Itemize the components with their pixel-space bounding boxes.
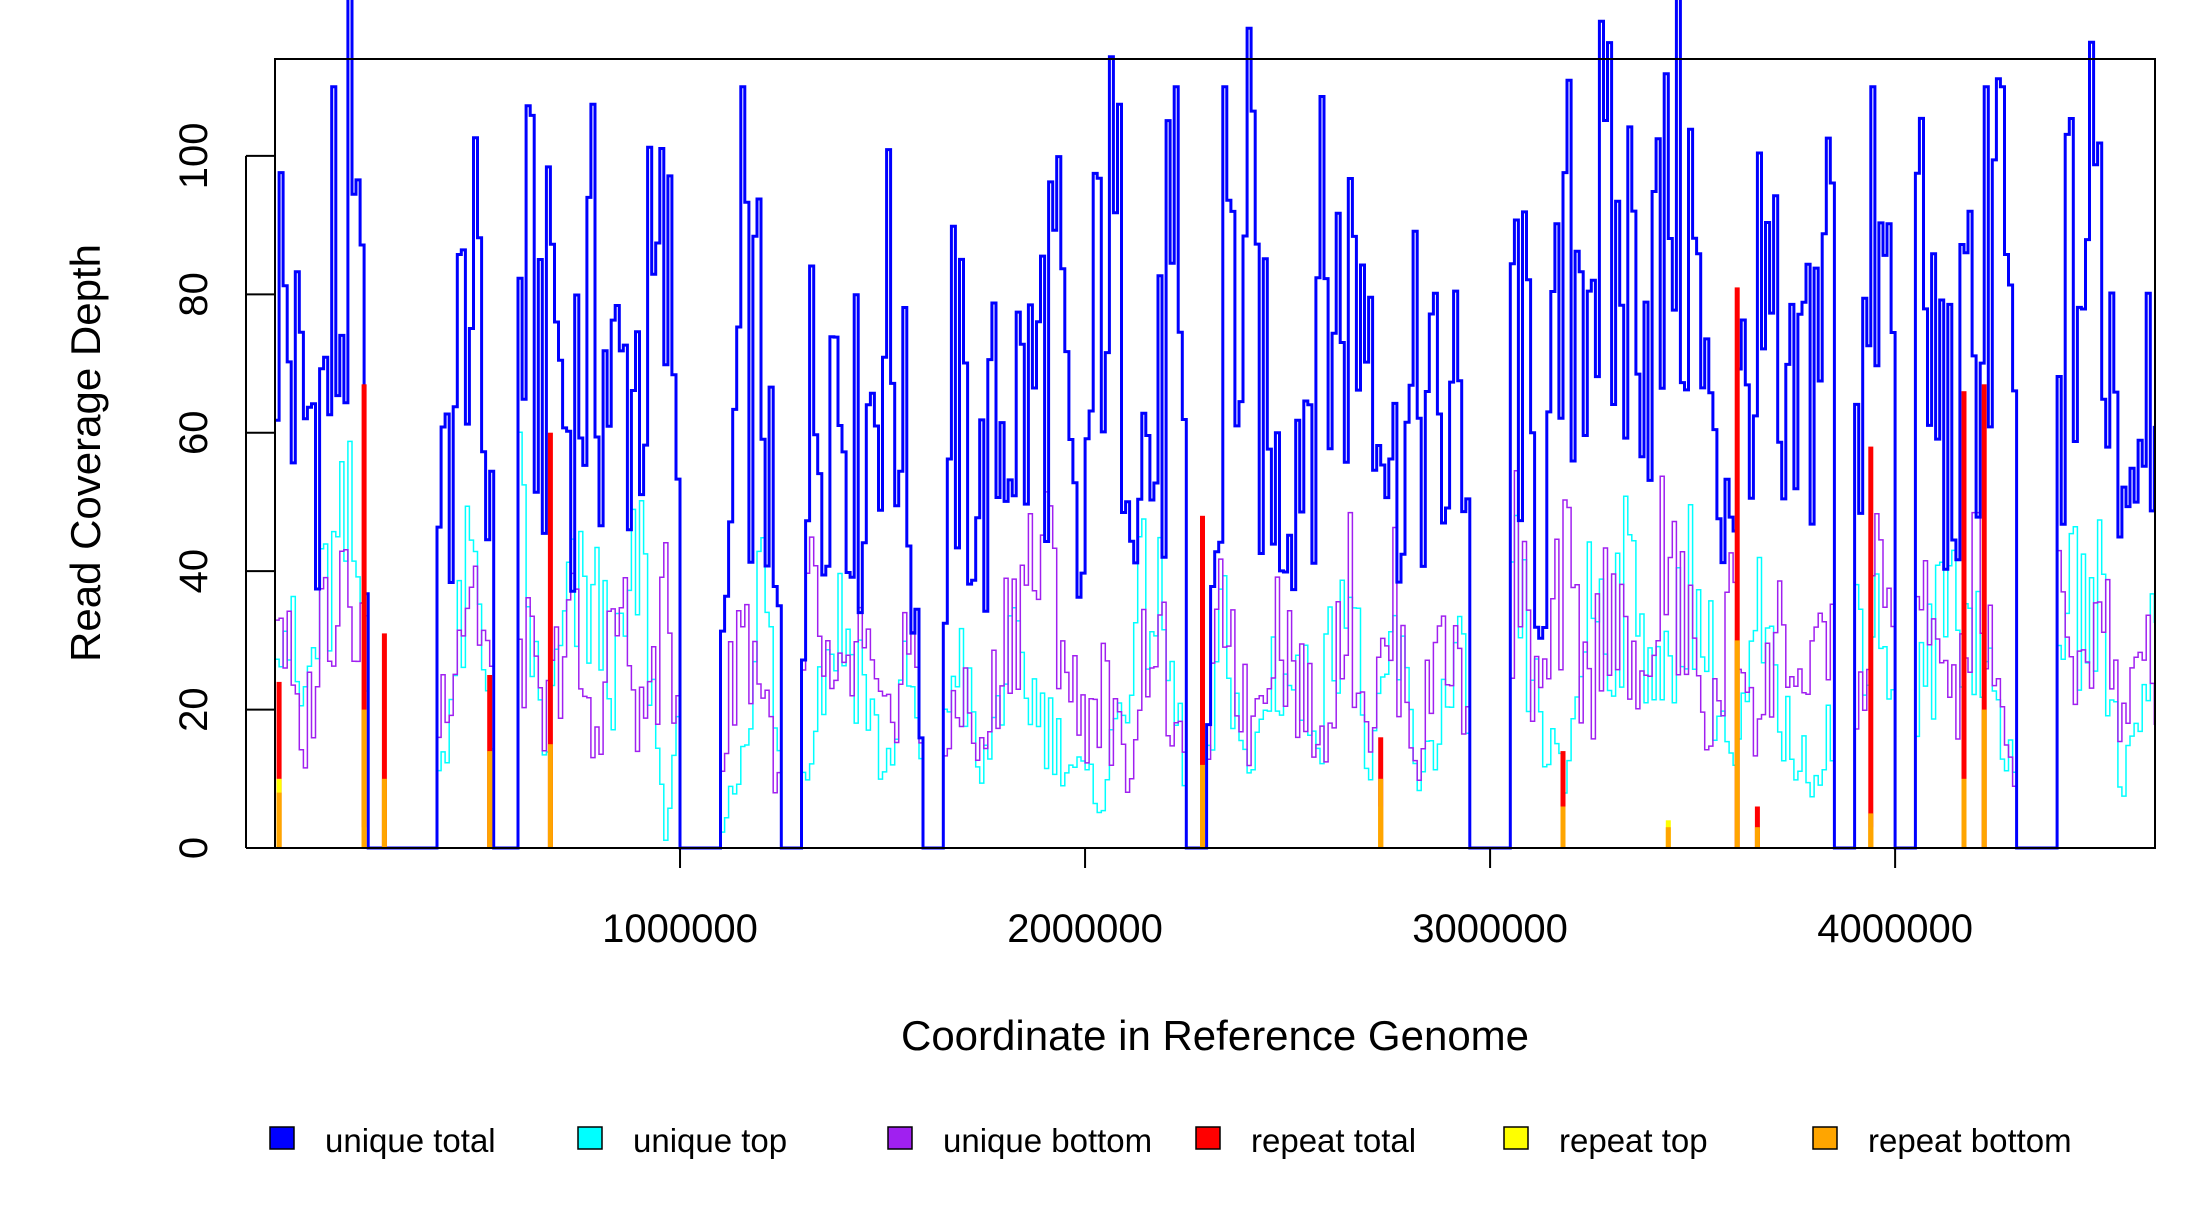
y-tick-label: 100 xyxy=(172,123,216,190)
legend-item: repeat bottom xyxy=(1812,1122,2072,1159)
legend-item: repeat top xyxy=(1503,1122,1708,1159)
spike-repeat-total xyxy=(1560,751,1566,848)
spike-repeat-bottom xyxy=(381,778,387,848)
legend-swatch xyxy=(1503,1126,1529,1150)
legend-swatch xyxy=(1812,1126,1838,1150)
legend-label: unique top xyxy=(633,1122,787,1159)
spike-repeat-total xyxy=(1868,446,1874,848)
legend-swatch xyxy=(887,1126,913,1150)
x-tick-label: 4000000 xyxy=(1817,907,1973,951)
y-axis-label: Read Coverage Depth xyxy=(62,244,109,662)
y-tick-label: 60 xyxy=(172,410,216,455)
spike-repeat-total xyxy=(276,681,282,848)
spike-repeat-total xyxy=(547,432,553,848)
x-tick-label: 2000000 xyxy=(1007,907,1163,951)
spike-repeat-bottom xyxy=(1734,640,1740,848)
spike-repeat-total xyxy=(361,384,367,848)
spike-repeat-bottom xyxy=(1200,764,1205,848)
spike-repeat-bottom xyxy=(1665,827,1671,848)
spike-repeat-bottom xyxy=(361,709,367,848)
y-tick-label: 0 xyxy=(172,837,216,859)
legend-label: repeat total xyxy=(1251,1122,1416,1159)
spike-repeat-bottom xyxy=(1560,806,1566,848)
spike-repeat-bottom xyxy=(276,792,282,848)
series-layer xyxy=(275,0,2156,850)
spike-repeat-bottom xyxy=(1378,778,1384,848)
series-unique-top xyxy=(275,431,2156,849)
spike-repeat-bottom xyxy=(487,751,493,848)
legend-item: unique bottom xyxy=(887,1122,1152,1159)
spike-repeat-bottom xyxy=(1981,709,1987,848)
x-tick-label: 3000000 xyxy=(1412,907,1568,951)
legend-swatch xyxy=(269,1126,295,1150)
legend-label: unique total xyxy=(325,1122,496,1159)
spike-repeat-total xyxy=(381,633,387,848)
x-axis: 1000000 2000000 3000000 4000000 xyxy=(602,848,1973,951)
legend-label: unique bottom xyxy=(943,1122,1152,1159)
spike-repeat-total xyxy=(1200,515,1205,848)
legend-label: repeat top xyxy=(1559,1122,1708,1159)
y-axis: 0 20 40 60 80 100 xyxy=(172,123,275,859)
legend: unique total unique top unique bottom repea… xyxy=(269,1122,2072,1159)
series-unique-bottom xyxy=(275,470,2156,849)
legend-swatch xyxy=(577,1126,603,1150)
spike-repeat-total xyxy=(1981,384,1987,848)
spike-repeat-bottom xyxy=(1961,778,1967,848)
spike-repeat-bottom xyxy=(1868,813,1874,848)
spike-repeat-bottom xyxy=(1754,827,1760,848)
spike-repeat-bottom xyxy=(547,744,553,848)
series-unique-total xyxy=(275,0,2156,850)
y-tick-label: 40 xyxy=(172,549,216,594)
x-axis-label: Coordinate in Reference Genome xyxy=(901,1012,1529,1059)
legend-item: repeat total xyxy=(1195,1122,1416,1159)
legend-item: unique total xyxy=(269,1122,496,1159)
x-tick-label: 1000000 xyxy=(602,907,758,951)
spike-repeat-total xyxy=(1734,287,1740,848)
spike-repeat-total xyxy=(1961,391,1967,848)
y-tick-label: 80 xyxy=(172,272,216,317)
plot-frame xyxy=(274,58,2156,849)
legend-swatch xyxy=(1195,1126,1221,1150)
y-tick-label: 20 xyxy=(172,687,216,732)
legend-label: repeat bottom xyxy=(1868,1122,2072,1159)
legend-item: unique top xyxy=(577,1122,787,1159)
